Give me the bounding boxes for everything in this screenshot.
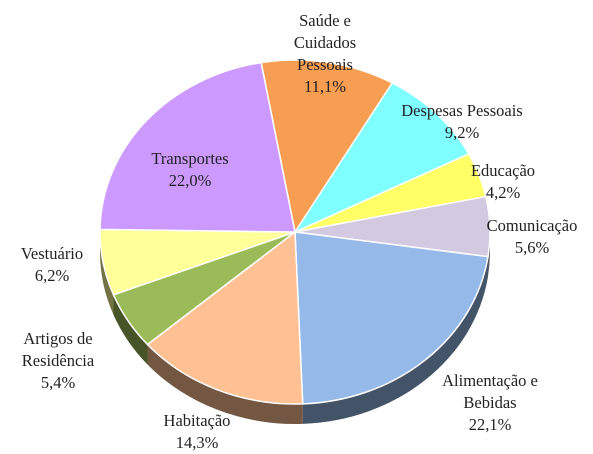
- slice-side: [100, 232, 114, 315]
- category-name: Educação: [470, 161, 536, 180]
- category-name: Transportes: [151, 149, 229, 168]
- category-name: Artigos de Residência: [21, 329, 95, 370]
- slice-label: Comunicação 5,6%: [472, 215, 592, 259]
- value-label: 14,3%: [175, 433, 219, 452]
- slice: [260, 59, 394, 234]
- value-label: 6,2%: [34, 266, 70, 285]
- slice-label: Vestuário 6,2%: [2, 243, 102, 287]
- value-label: 4,2%: [485, 183, 521, 202]
- value-label: 22,0%: [168, 171, 212, 190]
- value-label: 5,6%: [514, 238, 550, 257]
- slice-label: Despesas Pessoais 9,2%: [397, 100, 527, 144]
- value-label: 5,4%: [40, 373, 76, 392]
- category-name: Saúde e Cuidados Pessoais: [293, 11, 357, 74]
- slice-label: Transportes 22,0%: [125, 148, 255, 192]
- slice-label: Saúde e Cuidados Pessoais 11,1%: [280, 10, 370, 98]
- slice: [99, 61, 296, 233]
- value-label: 11,1%: [303, 77, 346, 96]
- category-name: Vestuário: [20, 244, 84, 263]
- slice: [292, 81, 470, 234]
- category-name: Habitação: [163, 411, 231, 430]
- category-name: Comunicação: [486, 216, 578, 235]
- category-name: Alimentação e Bebidas: [442, 371, 538, 412]
- slice-label: Habitação 14,3%: [142, 410, 252, 454]
- slice: [146, 230, 304, 405]
- slice-label: Educação 4,2%: [453, 160, 553, 204]
- slice-label: Artigos de Residência 5,4%: [3, 328, 113, 394]
- value-label: 22,1%: [468, 415, 512, 434]
- slice: [294, 231, 489, 405]
- category-name: Despesas Pessoais: [401, 101, 523, 120]
- slice-side: [302, 256, 488, 424]
- slice-side: [147, 344, 303, 424]
- value-label: 9,2%: [444, 123, 480, 142]
- slice-label: Alimentação e Bebidas 22,1%: [435, 370, 545, 436]
